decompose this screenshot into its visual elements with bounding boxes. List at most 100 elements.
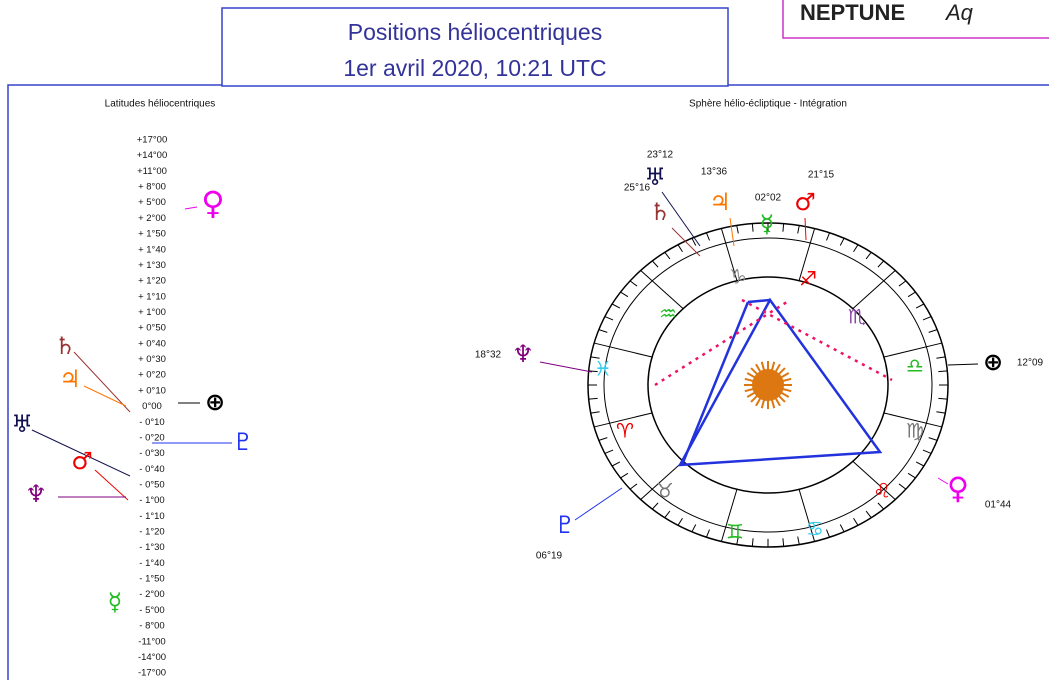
aspect-line xyxy=(682,302,748,465)
scale-label: + 2°00 xyxy=(138,213,166,224)
planet-position: 13°36 xyxy=(701,167,728,178)
tick xyxy=(854,245,859,252)
sector-divider xyxy=(594,343,652,357)
wheel-planet: ♅ xyxy=(644,163,666,191)
corner-planet: NEPTUNE xyxy=(800,0,905,25)
wheel-planet: ⊕ xyxy=(983,348,1003,376)
planet-pointer xyxy=(805,218,806,240)
scale-label: - 1°20 xyxy=(139,527,164,538)
tick xyxy=(612,304,620,308)
tick xyxy=(589,398,598,399)
tick xyxy=(798,225,800,233)
tick xyxy=(878,503,884,509)
zodiac-sign: ♐ xyxy=(799,267,817,291)
zodiac-sign: ♉ xyxy=(656,479,674,503)
tick xyxy=(630,484,637,489)
scale-label: +14°00 xyxy=(137,150,167,161)
scale-label: - 1°10 xyxy=(139,511,164,522)
wheel-planet: ☿ xyxy=(760,210,775,238)
tick xyxy=(908,292,915,297)
tick xyxy=(630,281,637,286)
planet-position: 18°32 xyxy=(475,350,502,361)
tick xyxy=(826,233,829,241)
scale-label: - 0°20 xyxy=(139,432,164,443)
tick xyxy=(605,317,613,320)
wheel-planet: ♃ xyxy=(709,188,731,216)
scale-label: - 2°00 xyxy=(139,589,164,600)
planet-position: 12°09 xyxy=(1017,358,1044,369)
scale-label: -14°00 xyxy=(138,652,166,663)
scale-label: 0°00 xyxy=(142,401,162,412)
tick xyxy=(678,245,683,252)
latitude-planet: ♇ xyxy=(232,428,254,456)
scale-label: - 1°00 xyxy=(139,495,164,506)
tick xyxy=(752,224,753,232)
sun xyxy=(752,369,784,401)
tick xyxy=(866,511,871,518)
tick xyxy=(652,503,658,509)
tick xyxy=(929,330,937,333)
tick xyxy=(929,438,937,441)
zodiac-sign: ♈ xyxy=(616,419,634,443)
wheel-title: Sphère hélio-écliptique - Intégration xyxy=(689,99,847,110)
scale-label: +11°00 xyxy=(137,166,167,177)
planet-position: 23°12 xyxy=(647,150,674,161)
tick xyxy=(840,524,844,531)
tick xyxy=(798,537,800,545)
tick xyxy=(923,450,931,453)
tick xyxy=(899,281,906,286)
latitude-planet: ⊕ xyxy=(205,388,225,416)
scale-label: + 1°30 xyxy=(138,260,166,271)
scale-label: - 0°40 xyxy=(139,464,164,475)
scale-label: + 0°30 xyxy=(138,354,166,365)
tick xyxy=(878,261,884,267)
latitude-planet: ♄ xyxy=(54,332,76,360)
aspect-dashed xyxy=(742,300,892,380)
zodiac-sign: ♎ xyxy=(906,354,924,378)
latitude-planet: ♆ xyxy=(25,480,47,508)
tick xyxy=(936,412,945,413)
scale-label: + 0°50 xyxy=(138,323,166,334)
tick xyxy=(916,462,924,466)
zodiac-sign: ♑ xyxy=(729,265,747,289)
tick xyxy=(866,252,871,259)
tick xyxy=(752,538,753,546)
zodiac-sign: ♒ xyxy=(659,302,677,326)
tick xyxy=(908,473,915,478)
corner-sign: Aq xyxy=(944,0,974,25)
scale-label: - 8°00 xyxy=(139,621,164,632)
scale-label: - 1°40 xyxy=(139,558,164,569)
tick xyxy=(923,317,931,320)
tick xyxy=(678,518,683,525)
scale-label: - 0°30 xyxy=(139,448,164,459)
zodiac-sign: ♏ xyxy=(848,305,866,329)
latitude-pointer xyxy=(84,386,126,406)
tick xyxy=(783,224,784,232)
zodiac-sign: ♓ xyxy=(594,357,612,381)
wheel-planet: ♇ xyxy=(554,511,576,539)
latitude-planet: ☿ xyxy=(108,588,123,616)
latitude-pointer xyxy=(185,207,197,209)
planet-pointer xyxy=(540,362,592,372)
zodiac-sign: ♌ xyxy=(873,479,891,503)
screen: Positions héliocentriques 1er avril 2020… xyxy=(0,0,1049,680)
scale-label: - 1°50 xyxy=(139,574,164,585)
tick xyxy=(706,530,709,538)
scale-label: - 0°50 xyxy=(139,479,164,490)
scale-label: -17°00 xyxy=(138,668,166,679)
zodiac-sign: ♍ xyxy=(906,419,924,443)
planet-position: 02°02 xyxy=(755,193,782,204)
scale-label: - 0°10 xyxy=(139,417,164,428)
zodiac-sign: ♋ xyxy=(806,517,824,541)
zodiac-sign: ♊ xyxy=(726,520,744,544)
scale-label: + 1°00 xyxy=(138,307,166,318)
tick xyxy=(605,450,613,453)
scale-label: + 5°00 xyxy=(138,197,166,208)
scale-label: + 1°40 xyxy=(138,244,166,255)
tick xyxy=(665,252,670,259)
planet-position: 21°15 xyxy=(808,170,835,181)
wheel-planet: ♂ xyxy=(794,188,816,216)
tick xyxy=(783,538,784,546)
tick xyxy=(840,238,844,245)
scale-label: +17°00 xyxy=(137,135,167,146)
